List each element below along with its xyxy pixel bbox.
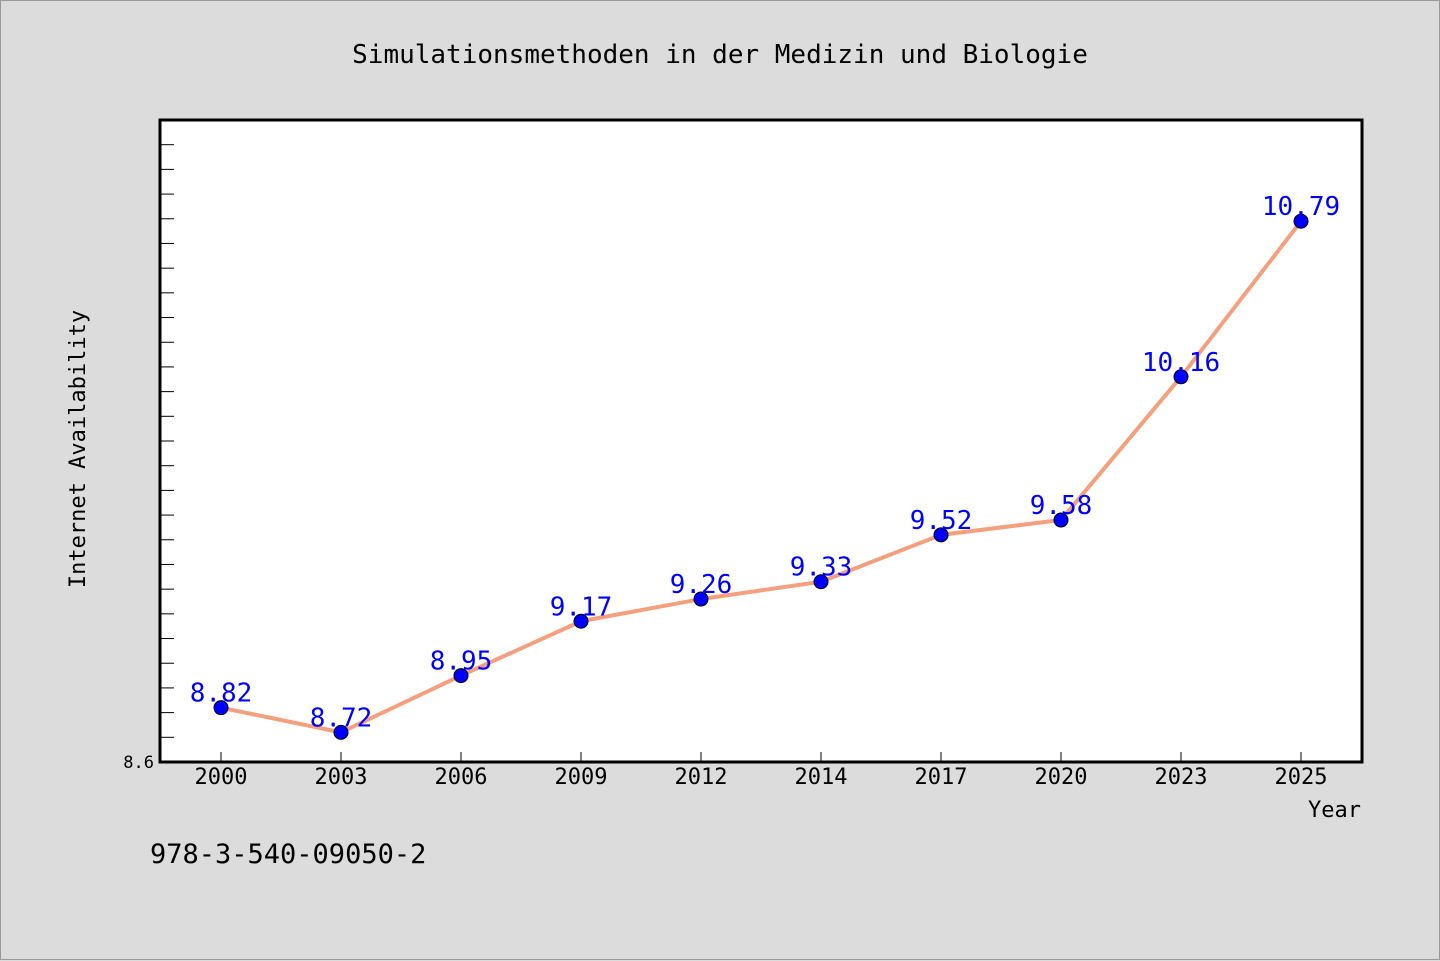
chart-title: Simulationsmethoden in der Medizin und B… (352, 40, 1088, 70)
x-tick-label: 2012 (675, 765, 728, 790)
data-label: 9.58 (1030, 491, 1093, 521)
data-point (693, 591, 709, 607)
plot-frame (158, 118, 1364, 764)
x-tick-label: 2003 (315, 765, 368, 790)
data-point (1293, 213, 1309, 229)
series-group: 8.82 8.72 8.95 9.17 9.26 9.33 9.52 9.58 10.16 10.… (190, 192, 1340, 740)
x-tick-label: 2009 (555, 765, 608, 790)
data-label: 10.79 (1262, 192, 1340, 222)
footnote-isbn: 978-3-540-09050-2 (150, 839, 426, 870)
plot-area (160, 120, 1362, 762)
x-tick-label: 2023 (1155, 765, 1208, 790)
data-label: 9.52 (910, 506, 973, 536)
data-point (333, 724, 349, 740)
series-line (219, 219, 1303, 735)
data-label: 9.26 (670, 570, 733, 600)
x-tick-label: 2000 (195, 765, 248, 790)
data-label: 9.17 (550, 592, 613, 622)
data-label: 8.95 (430, 647, 493, 677)
x-tick-label: 2014 (795, 765, 848, 790)
data-point (933, 527, 949, 543)
x-axis-ticks: 2000 2003 2006 2009 2012 2014 2017 2020 2023 2025 (195, 752, 1328, 790)
data-point (813, 574, 829, 590)
y-axis-label: Internet Availability (66, 310, 91, 588)
data-point (1173, 369, 1189, 385)
y-axis-ticks: 8.6 (123, 144, 174, 773)
x-tick-label: 2006 (435, 765, 488, 790)
data-point (453, 668, 469, 684)
data-point (573, 613, 589, 629)
data-label: 9.33 (790, 553, 853, 583)
data-label: 8.72 (310, 703, 373, 733)
x-tick-label: 2017 (915, 765, 968, 790)
data-point (1053, 512, 1069, 528)
data-point (213, 700, 229, 716)
x-axis-label: Year (1308, 798, 1361, 823)
data-label: 10.16 (1142, 348, 1220, 378)
x-tick-label: 2025 (1275, 765, 1328, 790)
y-tick-label: 8.6 (123, 753, 154, 773)
data-label: 8.82 (190, 679, 253, 709)
x-tick-label: 2020 (1035, 765, 1088, 790)
